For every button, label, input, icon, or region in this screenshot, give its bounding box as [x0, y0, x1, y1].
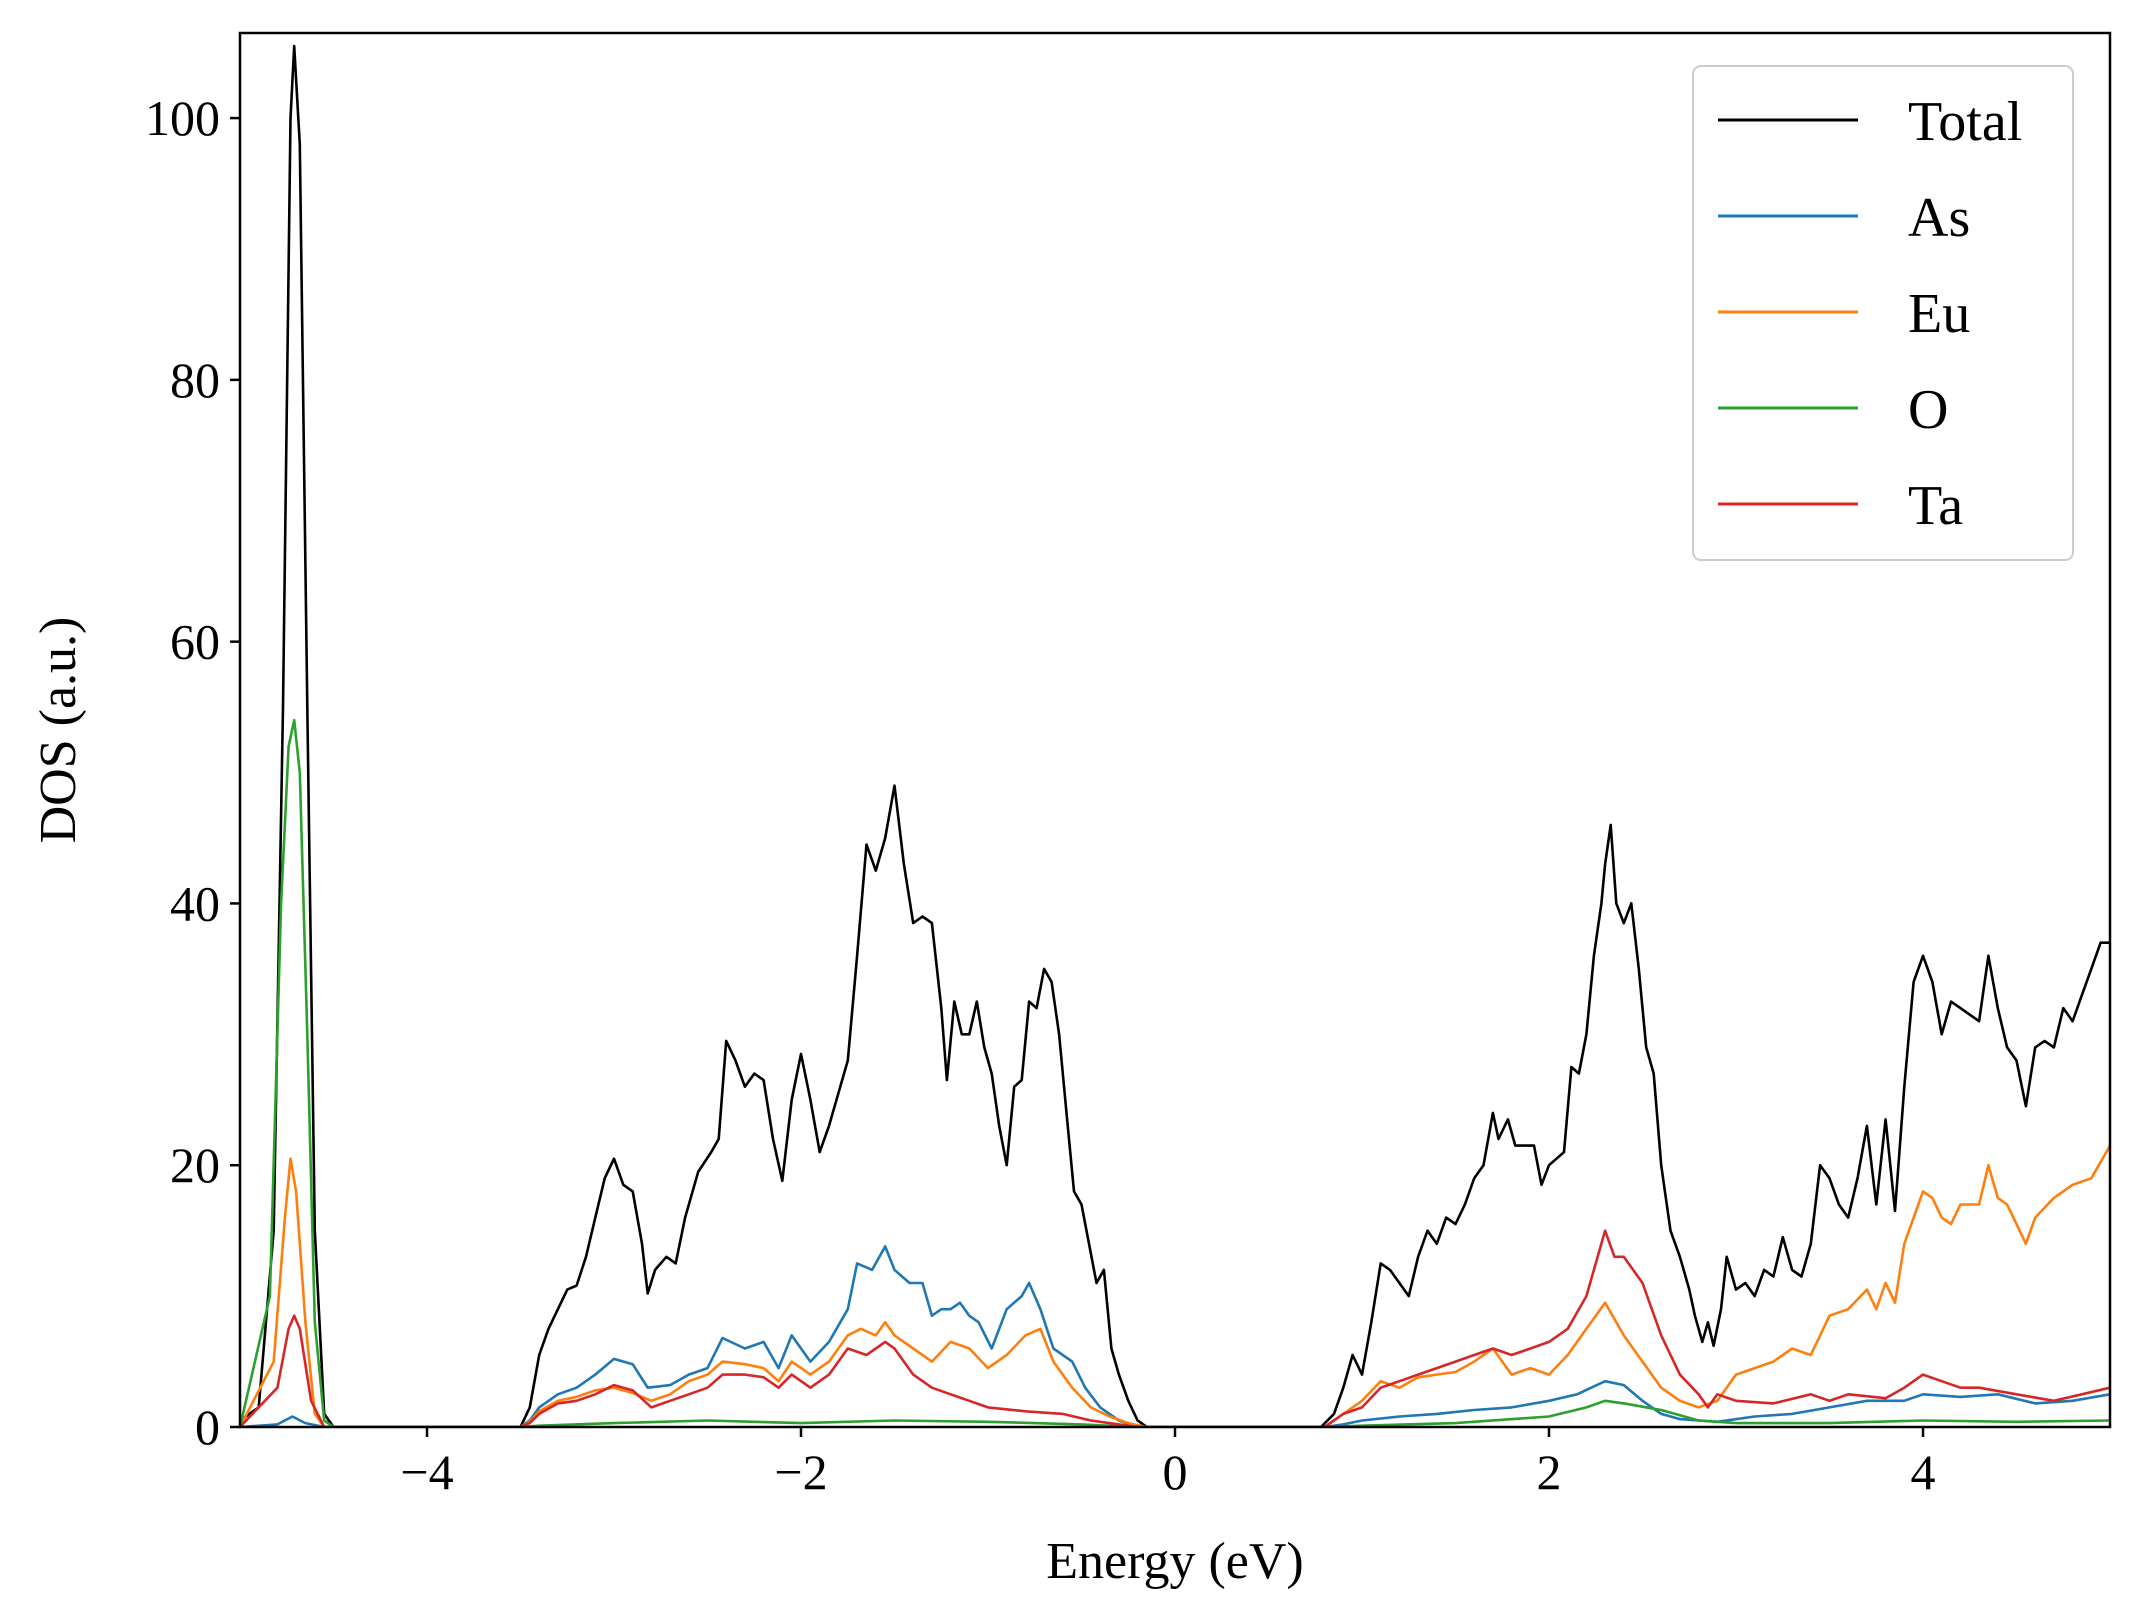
x-axis: −4 −2 0 2 4 — [400, 1427, 1936, 1500]
y-axis: 0 20 40 60 80 100 — [145, 90, 240, 1455]
y-axis-label: DOS (a.u.) — [30, 617, 87, 844]
y-tick-label: 40 — [170, 875, 220, 931]
legend-label-o: O — [1908, 379, 1948, 441]
x-tick-label: 4 — [1911, 1444, 1936, 1500]
y-tick-label: 0 — [195, 1399, 220, 1455]
y-tick-label: 20 — [170, 1137, 220, 1193]
series-line-o — [240, 718, 2110, 1427]
legend-label-ta: Ta — [1908, 475, 1963, 537]
x-tick-label: 2 — [1537, 1444, 1562, 1500]
series-line-total — [240, 44, 2110, 1427]
legend-label-eu: Eu — [1908, 283, 1970, 345]
y-tick-label: 100 — [145, 90, 220, 146]
legend-label-as: As — [1908, 187, 1970, 249]
y-tick-label: 80 — [170, 352, 220, 408]
series-layer — [240, 44, 2110, 1427]
series-line-eu — [240, 1144, 2110, 1427]
x-axis-label: Energy (eV) — [1046, 1533, 1304, 1590]
y-tick-label: 60 — [170, 614, 220, 670]
legend: Total As Eu O Ta — [1692, 65, 2074, 561]
legend-label-total: Total — [1908, 91, 2022, 153]
legend-box — [1692, 65, 2074, 561]
x-tick-label: 0 — [1163, 1444, 1188, 1500]
series-line-ta — [240, 1229, 2110, 1427]
x-tick-label: −2 — [774, 1444, 827, 1500]
x-tick-label: −4 — [400, 1444, 453, 1500]
series-line-as — [240, 1245, 2110, 1427]
